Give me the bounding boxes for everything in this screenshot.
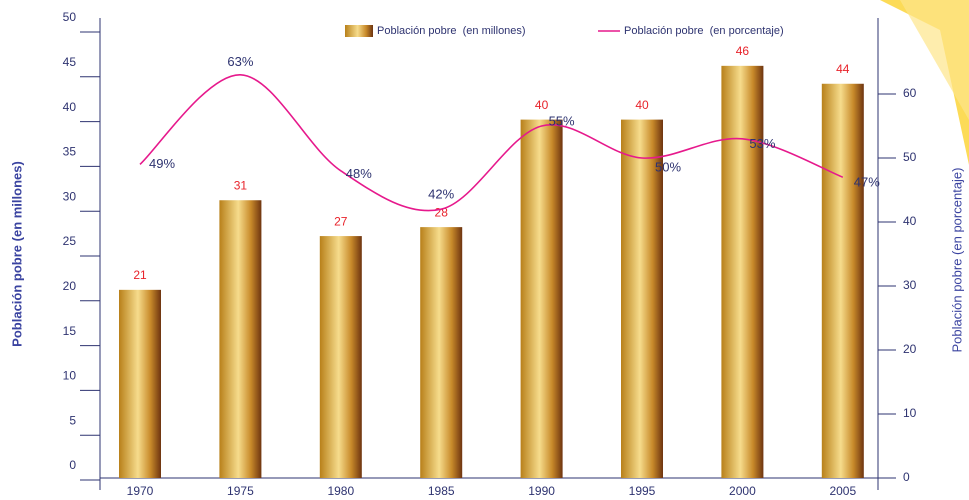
y-tick-label: 40 [63, 100, 77, 114]
bar [219, 200, 262, 479]
bar-value-label: 44 [836, 62, 850, 76]
line-value-label: 49% [149, 156, 175, 171]
y2-tick-label: 60 [903, 86, 917, 100]
x-tick-label: 1980 [327, 484, 354, 498]
y2-axis-title: Población pobre (en porcentaje) [949, 167, 964, 352]
line [139, 73, 844, 212]
y-tick-label: 25 [63, 234, 77, 248]
x-tick-label: 1975 [227, 484, 254, 498]
line-value-label: 55% [549, 113, 575, 128]
bar [420, 227, 463, 478]
y2-tick-label: 40 [903, 214, 917, 228]
legend-label: Población pobre (en porcentaje) [624, 25, 784, 37]
bar-value-label: 40 [535, 98, 549, 112]
corner-decoration [900, 0, 969, 120]
y2-tick-label: 20 [903, 342, 917, 356]
line-value-label: 63% [227, 54, 253, 69]
x-tick-label: 1970 [127, 484, 154, 498]
y-tick-label: 5 [69, 413, 76, 427]
y-tick-label: 50 [63, 10, 77, 24]
x-tick-label: 1990 [528, 484, 555, 498]
y-axis-title: Población pobre (en millones) [9, 161, 24, 347]
bar-value-label: 27 [334, 214, 348, 228]
x-tick-label: 2000 [729, 484, 756, 498]
bar [821, 83, 864, 478]
y-tick-label: 20 [63, 279, 77, 293]
line-value-label: 53% [749, 136, 775, 151]
line-value-label: 47% [854, 175, 880, 190]
y-tick-label: 30 [63, 189, 77, 203]
bar-value-label: 46 [736, 44, 750, 58]
y2-tick-label: 30 [903, 278, 917, 292]
line-value-label: 50% [655, 159, 681, 174]
bar [119, 289, 161, 478]
bar [621, 119, 663, 478]
y-tick-label: 10 [63, 369, 77, 383]
legend-label: Población pobre (en millones) [377, 25, 526, 37]
x-tick-label: 1985 [428, 484, 455, 498]
bar-value-label: 40 [635, 98, 649, 112]
bar-value-label: 31 [234, 178, 248, 192]
x-tick-label: 1995 [629, 484, 656, 498]
y2-tick-label: 0 [903, 470, 910, 484]
y2-tick-label: 10 [903, 406, 917, 420]
y-tick-label: 0 [69, 458, 76, 472]
y2-tick-label: 50 [903, 150, 917, 164]
legend-swatch [345, 25, 373, 37]
x-tick-label: 2005 [829, 484, 856, 498]
bar [721, 65, 764, 478]
line-value-label: 42% [428, 187, 454, 202]
y-tick-label: 45 [63, 55, 77, 69]
bar [520, 119, 563, 478]
bar [319, 236, 362, 478]
bar-value-label: 21 [133, 268, 147, 282]
y-tick-label: 15 [63, 324, 77, 338]
line-value-label: 48% [346, 166, 372, 181]
y-tick-label: 35 [63, 145, 77, 159]
